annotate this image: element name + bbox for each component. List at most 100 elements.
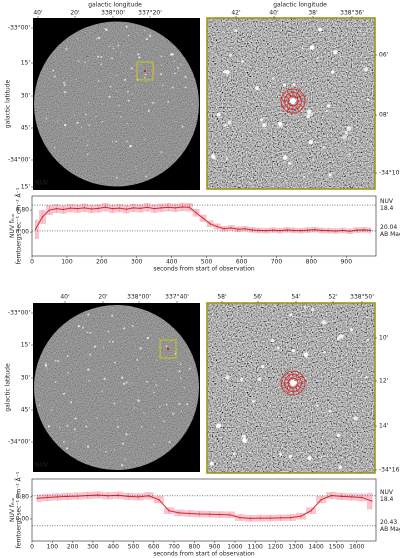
point (356, 229, 358, 231)
point (286, 229, 288, 231)
x-tick-label: 1300 (288, 544, 303, 551)
x-tick-label: 0 (30, 259, 34, 266)
point (41, 216, 44, 218)
star (162, 84, 164, 87)
star (88, 124, 91, 126)
star (316, 404, 319, 407)
star (287, 161, 292, 166)
star (338, 334, 344, 339)
star (130, 382, 132, 384)
star (129, 433, 130, 435)
star (85, 419, 87, 421)
y-axis-units: femtoergs sec⁻¹ cm⁻² Å⁻¹ (16, 187, 23, 264)
point (132, 207, 134, 209)
aperture-spoke (286, 372, 292, 380)
x-tick-label: 40' (33, 10, 43, 17)
star (73, 428, 77, 431)
star (166, 378, 168, 381)
point (219, 513, 221, 516)
point (62, 208, 65, 211)
star (113, 449, 116, 451)
star (117, 419, 119, 421)
star (111, 314, 114, 317)
star (87, 368, 90, 371)
star (64, 351, 65, 353)
star (328, 409, 332, 413)
star (38, 404, 41, 406)
target-source (290, 98, 296, 104)
point (335, 230, 337, 232)
point (90, 208, 93, 210)
star (159, 406, 161, 408)
star (209, 461, 214, 466)
star (50, 409, 53, 411)
star (115, 140, 118, 143)
x-tick-label: 338°00' (127, 294, 151, 301)
star (225, 70, 230, 75)
star (136, 32, 138, 33)
star (163, 420, 165, 422)
star (89, 33, 91, 34)
point (237, 228, 239, 231)
point (46, 496, 48, 499)
star (303, 352, 309, 357)
point (97, 207, 100, 210)
star (302, 175, 306, 179)
y-tick-label: 08' (379, 112, 389, 119)
star (188, 367, 191, 370)
point (48, 209, 51, 211)
x-tick-label: 1600 (349, 544, 364, 551)
star (122, 442, 125, 445)
star (100, 63, 103, 66)
star (131, 109, 133, 111)
light-curve (37, 494, 373, 519)
star (54, 359, 57, 362)
star (151, 340, 152, 342)
star (288, 454, 293, 459)
star (127, 34, 130, 37)
star (160, 55, 163, 58)
reference-label: AB Mag (380, 231, 400, 238)
point (249, 517, 251, 520)
x-tick-label: 200 (67, 544, 79, 551)
x-tick-label: 1500 (329, 544, 344, 551)
star (52, 69, 55, 72)
star (77, 325, 80, 328)
star (44, 364, 48, 367)
point (330, 494, 333, 497)
star (174, 72, 176, 75)
aperture-spoke (296, 376, 304, 382)
star (165, 345, 168, 347)
star (173, 412, 176, 415)
star (276, 346, 280, 350)
point (223, 228, 225, 230)
x-tick-label: 600 (148, 544, 160, 551)
point (300, 229, 302, 232)
star (157, 141, 158, 142)
zoom-frame (206, 17, 376, 190)
zoom-image (207, 18, 375, 189)
star (101, 390, 104, 393)
star (275, 123, 277, 126)
star (63, 81, 66, 84)
star (120, 116, 122, 118)
star (234, 29, 238, 33)
point (209, 223, 211, 225)
star (89, 409, 90, 411)
star (144, 138, 146, 140)
star (57, 119, 58, 121)
star (160, 127, 162, 129)
star (181, 125, 184, 128)
star (102, 365, 104, 367)
star (178, 370, 181, 373)
star (162, 404, 164, 405)
point (160, 207, 162, 209)
star (76, 37, 79, 40)
reference-label: 20.43 (380, 519, 397, 526)
star (134, 98, 136, 100)
point (107, 495, 109, 497)
star (214, 158, 217, 160)
x-tick-label: 900 (209, 544, 221, 551)
x-tick-label: 52' (328, 294, 338, 301)
star (70, 342, 71, 343)
